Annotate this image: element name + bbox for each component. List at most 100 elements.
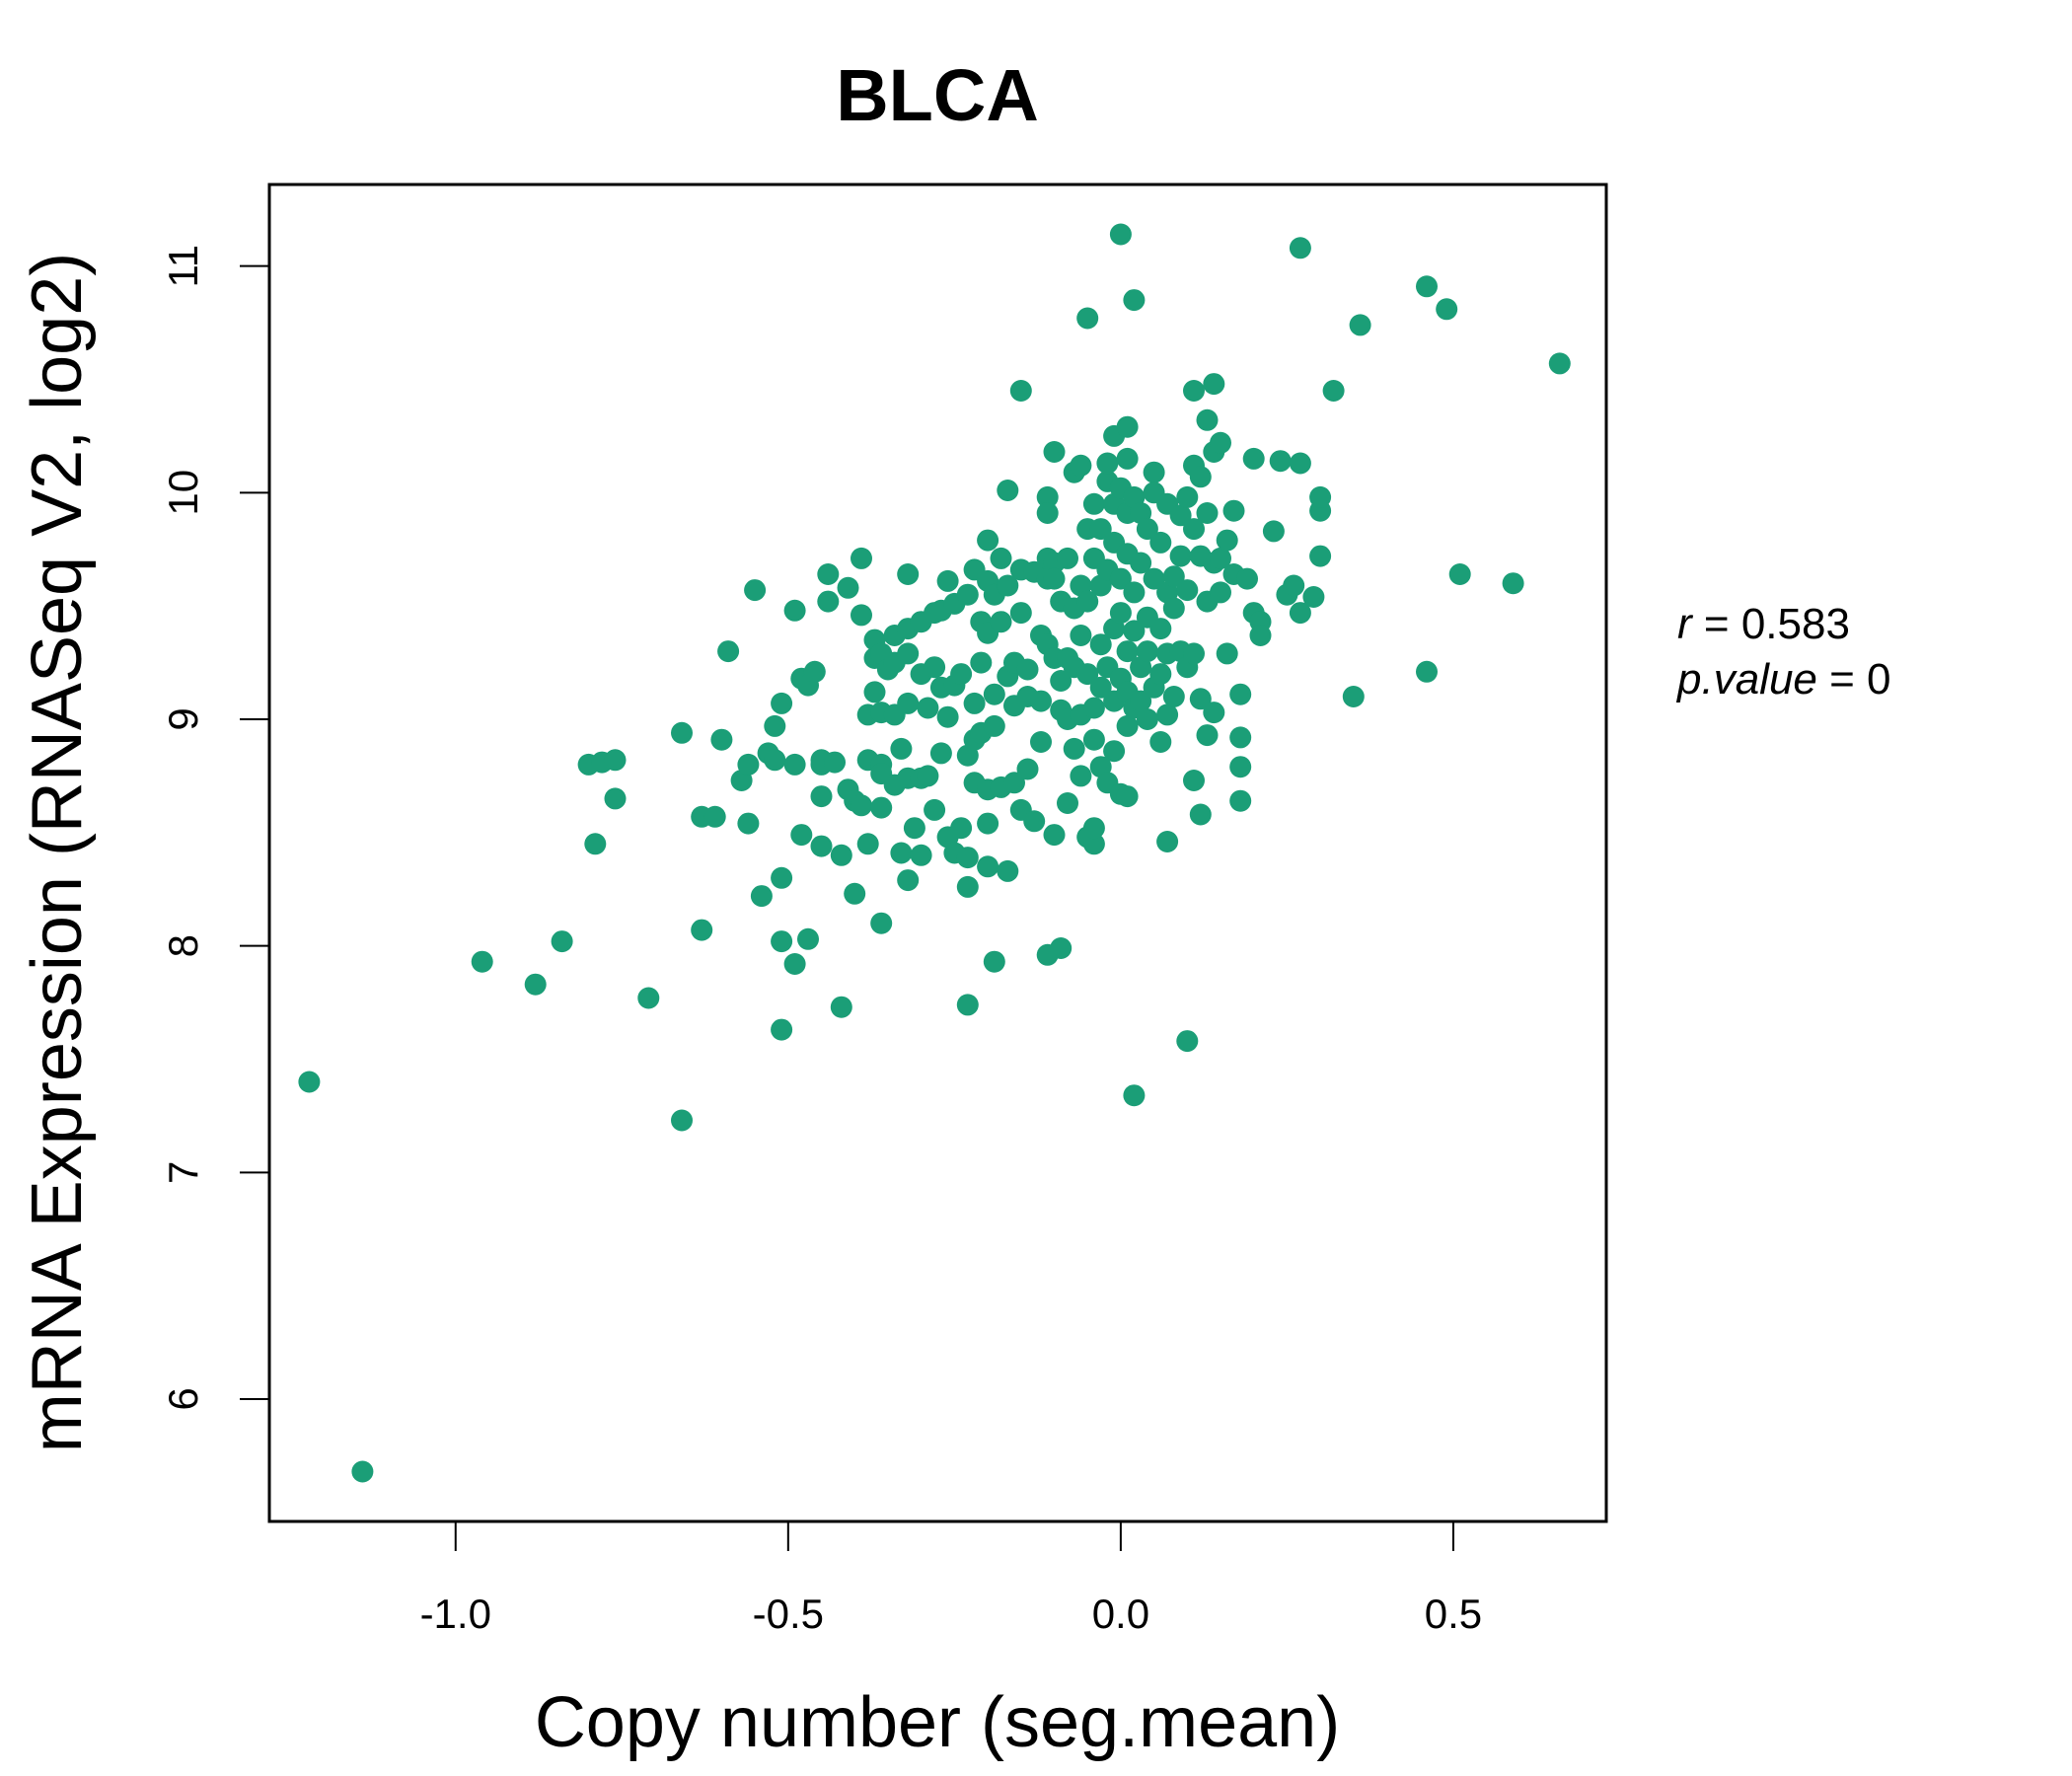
data-point <box>956 994 979 1016</box>
data-point <box>471 950 493 973</box>
data-point <box>1016 658 1039 681</box>
data-point <box>604 787 627 810</box>
data-point <box>1109 567 1132 590</box>
y-tick-label: 7 <box>160 1161 206 1184</box>
data-point <box>1130 552 1152 574</box>
data-point <box>524 973 547 996</box>
data-point <box>1123 581 1146 604</box>
data-point <box>1548 352 1571 375</box>
data-point <box>764 749 786 772</box>
y-tick-label: 6 <box>160 1387 206 1410</box>
chart-title: BLCA <box>836 54 1039 136</box>
data-point <box>1169 504 1192 527</box>
data-point <box>1070 454 1092 477</box>
data-point <box>1149 618 1172 640</box>
data-point <box>956 847 979 869</box>
data-point <box>637 987 660 1009</box>
data-point <box>1322 380 1345 402</box>
data-point <box>963 692 986 714</box>
data-point <box>837 576 859 599</box>
data-point <box>1030 690 1052 712</box>
data-point <box>1342 686 1365 707</box>
data-point <box>1143 461 1165 483</box>
data-point <box>717 640 740 663</box>
data-point <box>897 563 920 585</box>
data-point <box>1229 683 1252 705</box>
data-point <box>1036 485 1059 508</box>
data-point <box>1349 314 1371 336</box>
data-point <box>1229 756 1252 778</box>
data-point <box>903 817 925 840</box>
data-point <box>1302 586 1325 608</box>
data-point <box>1242 447 1265 470</box>
data-point <box>1076 307 1099 330</box>
data-point <box>1176 485 1199 508</box>
data-point <box>977 812 999 835</box>
data-point <box>1136 708 1158 730</box>
data-point <box>817 563 840 585</box>
data-point <box>1050 670 1073 692</box>
data-point <box>1249 625 1272 646</box>
data-point <box>910 844 932 866</box>
r-stat: r = 0.583 <box>1677 600 1850 648</box>
data-point <box>1023 810 1046 833</box>
data-point <box>1063 737 1085 760</box>
data-point <box>1162 597 1185 620</box>
data-point <box>1136 518 1158 541</box>
data-point <box>1203 373 1225 396</box>
data-point <box>1123 289 1146 312</box>
data-point <box>1043 441 1066 463</box>
data-point <box>830 996 852 1018</box>
data-point <box>1089 518 1112 541</box>
y-axis-label: mRNA Expression (RNASeq V2, log2) <box>18 253 97 1452</box>
data-point <box>897 692 920 714</box>
x-tick-label: 0.0 <box>1092 1591 1149 1637</box>
data-points <box>298 223 1571 1483</box>
data-point <box>856 833 879 855</box>
data-point <box>1176 579 1199 602</box>
data-point <box>584 833 607 855</box>
data-point <box>1283 574 1305 597</box>
data-point <box>1043 824 1066 847</box>
r-value: 0.583 <box>1741 600 1850 648</box>
p-value-stat: p.value = 0 <box>1675 655 1891 703</box>
x-tick-label: 0.5 <box>1425 1591 1482 1637</box>
x-axis-label: Copy number (seg.mean) <box>535 1683 1340 1762</box>
data-point <box>1162 565 1185 588</box>
data-point <box>1176 1030 1199 1053</box>
data-point <box>1009 602 1032 625</box>
data-point <box>551 930 573 953</box>
data-point <box>703 805 726 828</box>
data-point <box>1210 431 1231 454</box>
data-point <box>1076 663 1099 686</box>
data-point <box>1089 676 1112 699</box>
data-point <box>1036 502 1059 524</box>
data-point <box>917 697 939 719</box>
p-value: 0 <box>1867 655 1890 703</box>
data-point <box>1082 833 1105 855</box>
y-tick-label: 10 <box>160 470 206 516</box>
data-point <box>890 737 913 760</box>
data-point <box>1057 792 1078 814</box>
data-point <box>671 1109 693 1132</box>
data-point <box>990 611 1012 633</box>
data-point <box>1089 633 1112 656</box>
p-label: p.value <box>1675 655 1817 703</box>
data-point <box>737 753 760 776</box>
data-point <box>924 656 946 679</box>
data-point <box>1448 563 1471 585</box>
plot-area-frame <box>267 183 1608 1523</box>
data-point <box>1169 545 1192 567</box>
data-point <box>1076 590 1099 613</box>
data-point <box>1289 452 1311 475</box>
data-point <box>1189 466 1212 488</box>
data-point <box>1309 545 1332 567</box>
data-point <box>604 749 627 772</box>
data-point <box>783 953 806 975</box>
data-point <box>1149 663 1172 686</box>
data-point <box>917 765 939 787</box>
data-point <box>929 742 952 765</box>
data-point <box>1082 492 1105 515</box>
data-point <box>1149 731 1172 753</box>
